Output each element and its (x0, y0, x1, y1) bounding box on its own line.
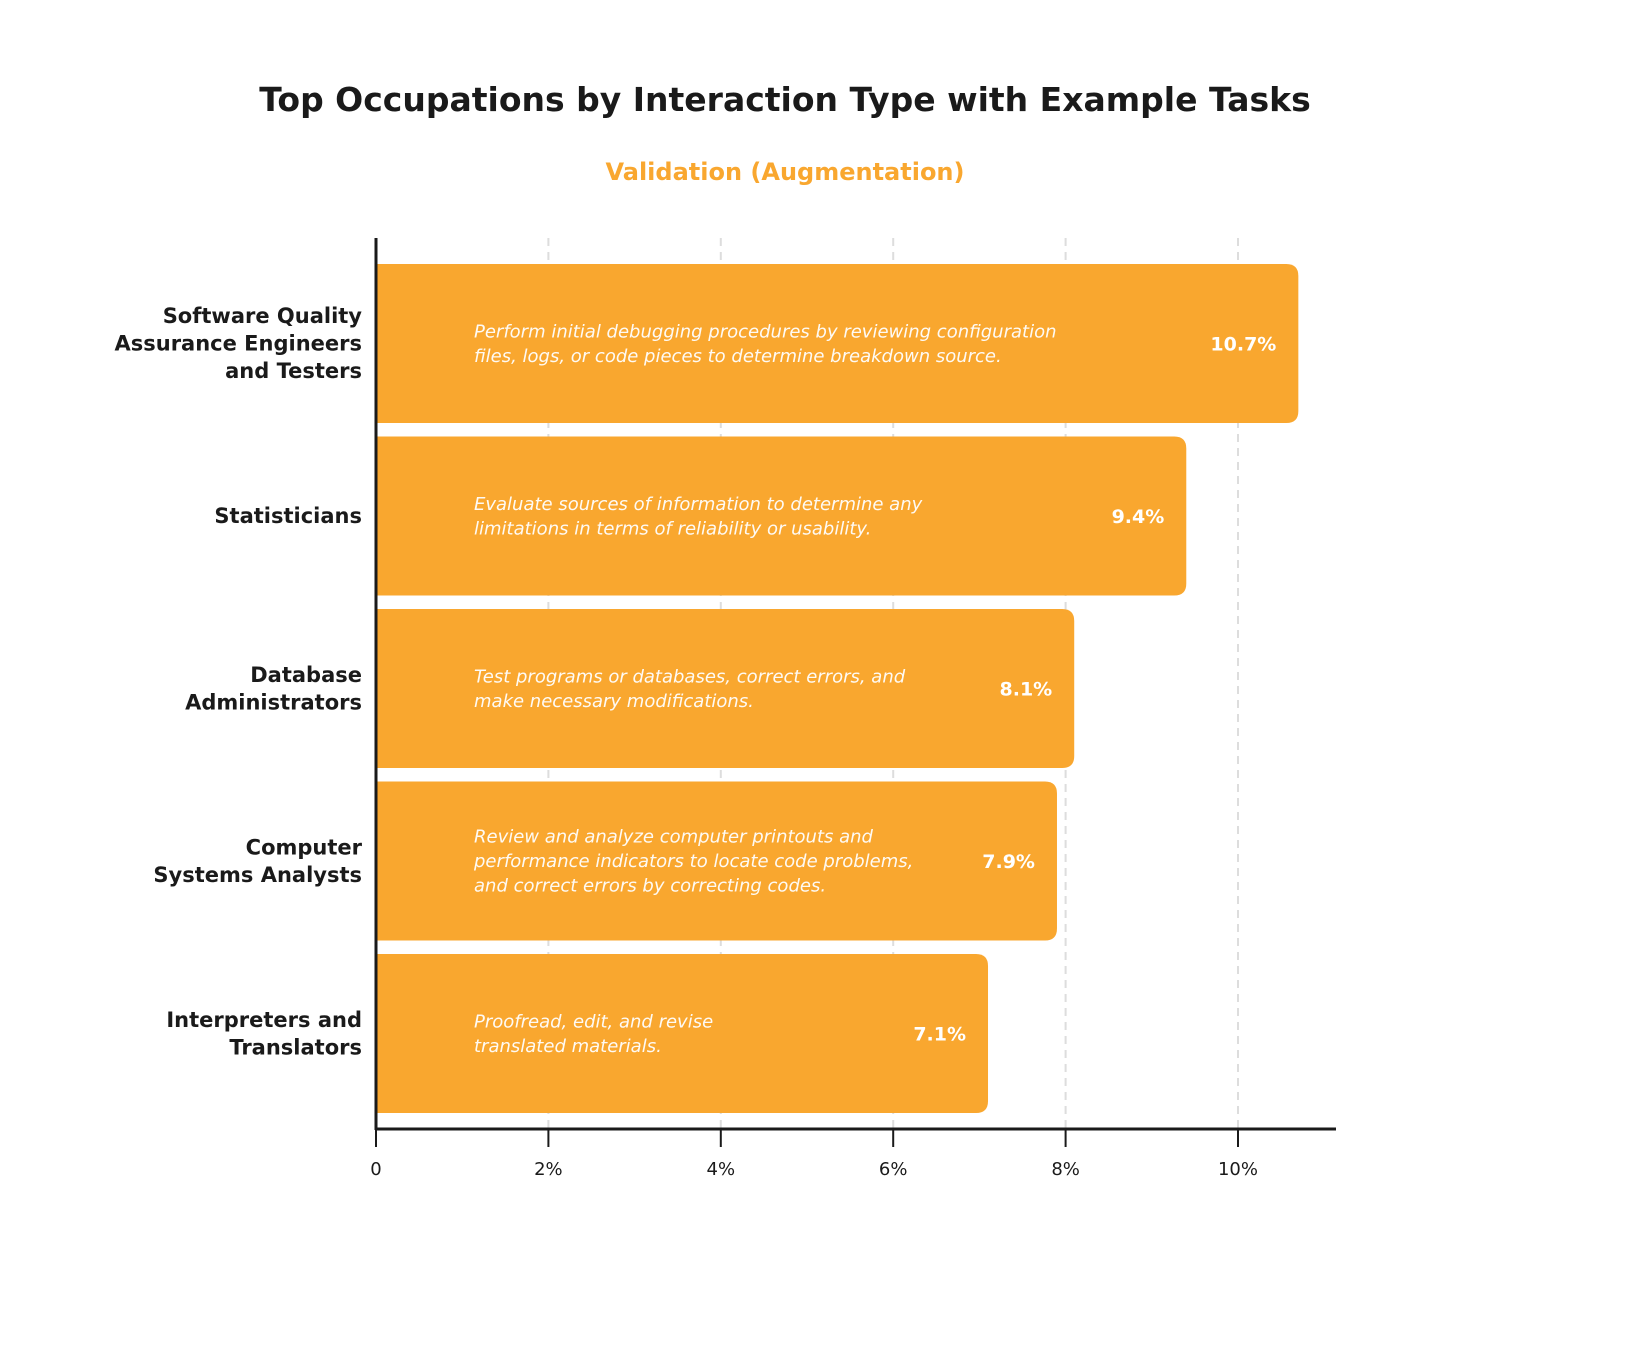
bar-task-text: Perform initial debugging procedures by … (474, 321, 1057, 342)
data-label: 7.1% (913, 1024, 966, 1046)
bar (376, 609, 1075, 768)
bar (376, 436, 1187, 596)
chart-subtitle: Validation (Augmentation) (605, 158, 965, 186)
data-label: 9.4% (1112, 506, 1165, 528)
bar (376, 781, 1057, 941)
bar-task-text: Test programs or databases, correct erro… (474, 666, 906, 687)
bar-task-text: Proofread, edit, and revise (474, 1011, 713, 1032)
category-label: Assurance Engineers (115, 332, 363, 356)
bar-task-text: files, logs, or code pieces to determine… (474, 346, 1002, 367)
bar-task-text: Evaluate sources of information to deter… (474, 494, 923, 515)
category-label: Systems Analysts (153, 863, 362, 887)
data-label: 10.7% (1210, 334, 1276, 356)
data-label: 8.1% (1000, 679, 1053, 701)
chart-title: Top Occupations by Interaction Type with… (259, 80, 1311, 119)
category-label: Software Quality (163, 304, 363, 328)
x-tick-label: 10% (1218, 1159, 1258, 1180)
category-label: Administrators (185, 690, 362, 714)
category-label: Statisticians (214, 504, 362, 528)
category-label: Interpreters and (166, 1008, 362, 1032)
x-tick-label: 2% (534, 1159, 563, 1180)
bar-task-text: performance indicators to locate code pr… (473, 851, 913, 872)
bar (376, 954, 989, 1113)
category-label: Translators (229, 1035, 362, 1059)
data-label: 7.9% (982, 851, 1035, 873)
bar-task-text: and correct errors by correcting codes. (474, 876, 826, 897)
x-tick-label: 0 (370, 1159, 381, 1180)
bar-task-text: translated materials. (474, 1036, 662, 1057)
bar-task-text: Review and analyze computer printouts an… (474, 827, 874, 848)
x-tick-label: 4% (707, 1159, 736, 1180)
bar-task-text: make necessary modifications. (474, 691, 754, 712)
category-label: and Testers (225, 359, 362, 383)
category-label: Computer (246, 835, 363, 859)
x-tick-label: 6% (879, 1159, 908, 1180)
x-tick-label: 8% (1051, 1159, 1080, 1180)
category-label: Database (250, 663, 362, 687)
bar-task-text: limitations in terms of reliability or u… (474, 518, 871, 539)
bar (376, 264, 1299, 423)
